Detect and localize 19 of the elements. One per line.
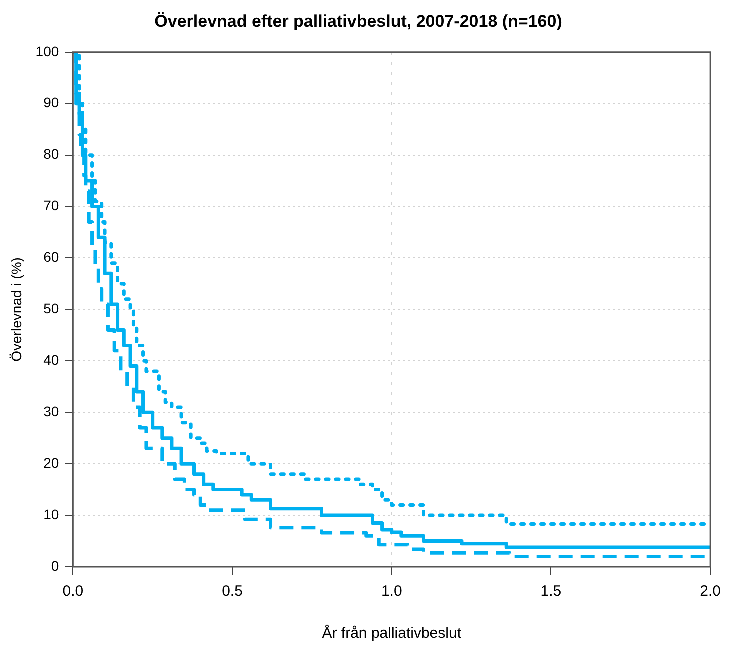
y-tick-label: 10 bbox=[44, 506, 60, 522]
y-tick-label: 0 bbox=[51, 558, 60, 574]
y-tick-label: 40 bbox=[44, 352, 60, 368]
y-tick-label: 90 bbox=[44, 94, 60, 111]
x-tick-label: 1.0 bbox=[381, 583, 402, 600]
y-tick-label: 100 bbox=[36, 43, 60, 60]
x-axis-title: År från palliativbeslut bbox=[322, 624, 462, 642]
chart-title: Överlevnad efter palliativbeslut, 2007-2018 (n=160) bbox=[154, 12, 562, 31]
y-tick-label: 70 bbox=[44, 198, 60, 214]
y-tick-label: 60 bbox=[44, 249, 60, 266]
x-tick-label: 1.5 bbox=[540, 583, 562, 600]
x-tick-label: 0.0 bbox=[62, 583, 84, 600]
y-tick-label: 30 bbox=[44, 403, 60, 420]
x-tick-label: 2.0 bbox=[700, 583, 722, 600]
y-tick-label: 20 bbox=[44, 454, 60, 471]
x-tick-label: 0.5 bbox=[222, 583, 243, 600]
y-axis-title: Överlevnad i (%) bbox=[8, 258, 24, 362]
y-tick-label: 80 bbox=[44, 146, 60, 162]
y-tick-label: 50 bbox=[44, 300, 60, 317]
